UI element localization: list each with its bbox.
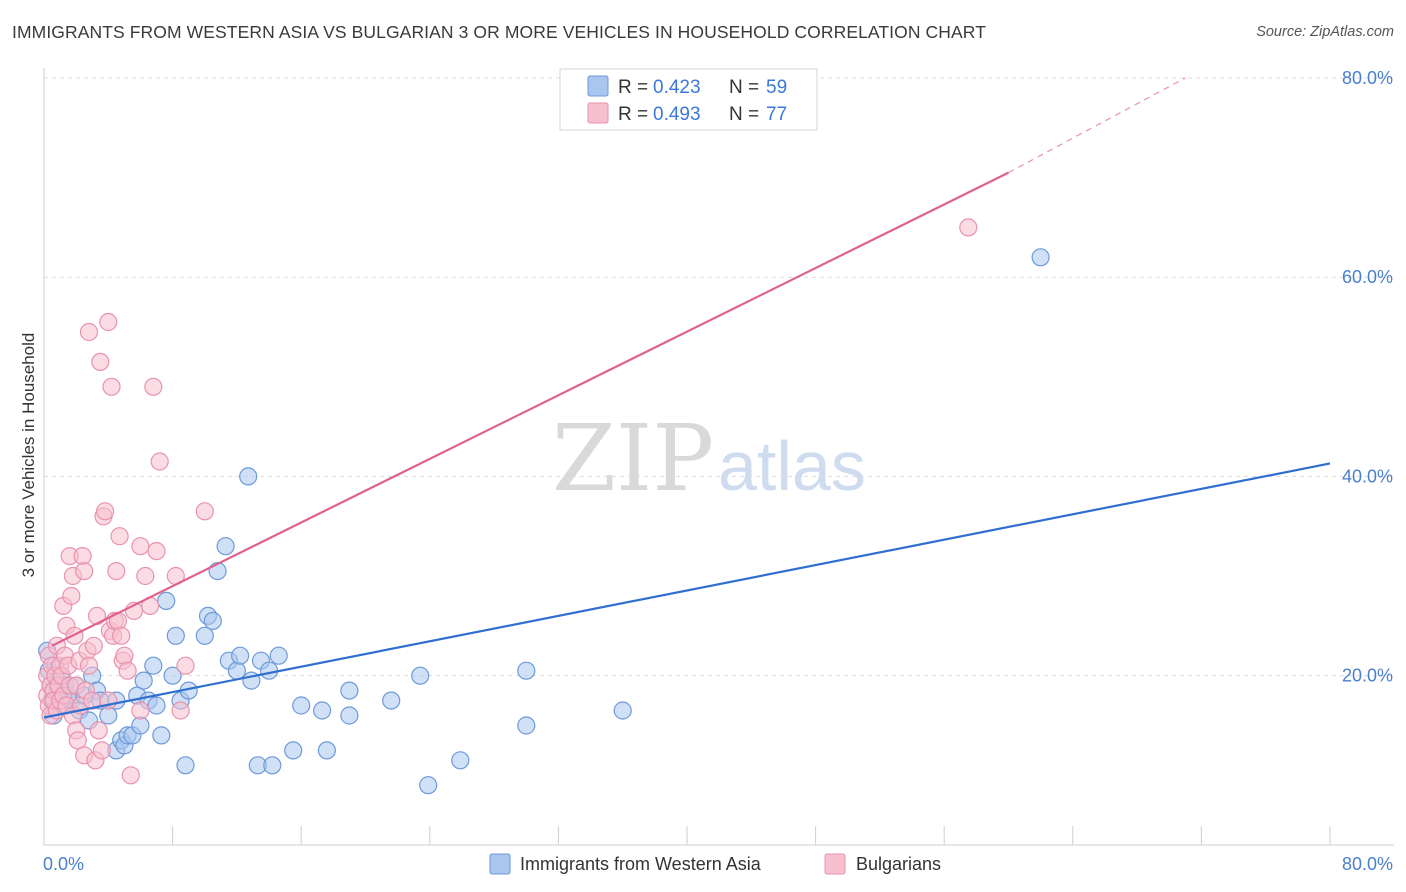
x-ticks [43,826,1331,845]
point-bulgarians [176,656,195,675]
point-western-asia [176,756,195,775]
point-bulgarians [75,561,94,581]
point-bulgarians [115,646,134,665]
point-bulgarians [95,502,115,521]
point-western-asia [317,741,336,760]
stats-n-value: 59 [766,77,787,98]
point-western-asia [517,661,536,680]
legend: Immigrants from Western Asia Bulgarians [489,853,941,875]
source-label: Source: ZipAtlas.com [1256,24,1394,40]
point-bulgarians [102,377,121,396]
stats-box: R = 0.423 N = 59 R = 0.493 N = 77 [559,68,818,131]
point-western-asia [157,591,176,611]
point-western-asia [419,776,438,795]
legend-swatch-western-asia [489,853,511,875]
point-western-asia [144,656,163,675]
point-western-asia [239,467,258,486]
stats-r-label: R = [618,77,648,98]
chart-title: IMMIGRANTS FROM WESTERN ASIA VS BULGARIA… [12,22,987,42]
point-bulgarians [91,352,110,371]
x-tick-label: 0.0% [43,854,84,874]
point-bulgarians [112,626,131,645]
point-western-asia [517,716,536,735]
stats-r-label: R = [618,104,648,125]
stats-swatch-bulgarians [587,102,609,124]
point-western-asia [313,701,332,720]
legend-label-bulgarians: Bulgarians [856,854,941,874]
point-bulgarians [73,546,92,566]
y-tick-label: 80.0% [1342,68,1393,88]
point-bulgarians [136,566,155,586]
point-western-asia [411,666,430,685]
point-bulgarians [62,586,81,606]
stats-r-value: 0.423 [653,77,701,98]
point-western-asia [263,756,282,775]
x-tick-labels: 0.0% 80.0% [43,854,1393,874]
trend-line-western-asia [43,462,1331,719]
point-western-asia [269,646,288,665]
point-bulgarians [171,701,190,720]
watermark-zip: ZIP [552,405,714,512]
point-western-asia [340,706,359,725]
point-bulgarians [195,502,214,521]
point-western-asia [216,537,235,556]
point-western-asia [208,561,227,581]
point-western-asia [163,666,182,685]
point-western-asia [284,741,303,760]
stats-swatch-western-asia [587,75,609,97]
point-bulgarians [92,741,112,760]
point-bulgarians [107,561,126,581]
point-bulgarians [99,312,118,332]
stats-n-label: N = [729,104,759,125]
point-bulgarians [87,606,107,626]
data-points [38,218,1050,795]
point-western-asia [147,696,166,715]
trend-line-bulgarians-extension [1008,77,1186,174]
watermark-atlas: atlas [718,427,866,505]
stats-n-value: 77 [766,104,787,125]
point-western-asia [203,611,222,631]
stats-n-label: N = [729,77,759,98]
x-tick-label: 80.0% [1342,854,1393,874]
point-western-asia [340,681,359,700]
point-western-asia [292,696,311,715]
point-bulgarians [89,721,108,740]
point-bulgarians [110,527,129,546]
gridlines [44,77,1394,677]
y-tick-label: 40.0% [1342,466,1393,486]
point-bulgarians [121,766,140,785]
point-western-asia [195,626,214,645]
watermark: ZIP atlas [552,405,866,512]
y-axis-label: 3 or more Vehicles in Household [19,333,38,578]
legend-swatch-bulgarians [824,853,846,875]
legend-label-western-asia: Immigrants from Western Asia [520,854,762,874]
point-bulgarians [147,541,166,561]
point-western-asia [134,671,153,690]
point-western-asia [613,701,632,720]
point-western-asia [451,751,470,770]
point-bulgarians [84,636,103,655]
point-bulgarians [131,701,150,720]
point-bulgarians [144,377,163,396]
trend-lines [43,77,1331,719]
point-western-asia [260,661,279,680]
stats-r-value: 0.493 [653,104,701,125]
point-western-asia [231,646,250,665]
point-western-asia [1031,248,1050,267]
y-tick-label: 60.0% [1342,267,1393,287]
point-western-asia [152,726,171,745]
point-western-asia [227,661,246,680]
point-western-asia [166,626,185,645]
y-tick-label: 20.0% [1342,666,1393,686]
point-western-asia [382,691,401,710]
point-bulgarians [79,322,99,342]
point-bulgarians [79,656,99,675]
point-bulgarians [118,661,137,680]
point-bulgarians [131,537,150,556]
point-bulgarians [150,452,169,471]
point-bulgarians [959,218,978,237]
y-tick-labels: 20.0% 40.0% 60.0% 80.0% [1342,68,1393,686]
trend-line-bulgarians [51,171,1009,647]
